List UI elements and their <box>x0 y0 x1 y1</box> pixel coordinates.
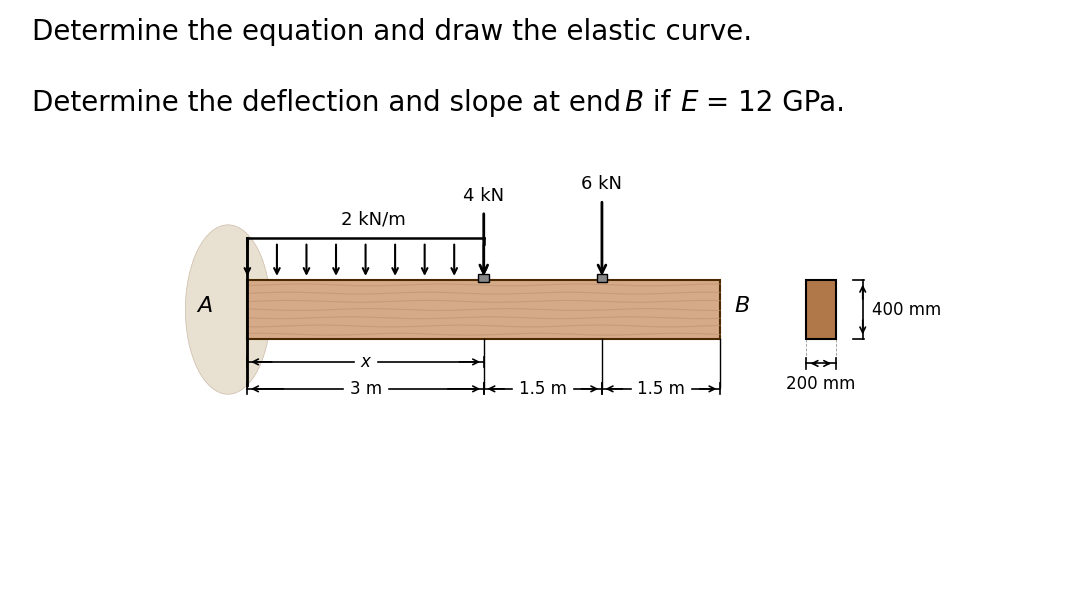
Bar <box>247 280 720 339</box>
Text: B: B <box>734 296 750 315</box>
Text: 2 kN/m: 2 kN/m <box>341 211 406 229</box>
Text: A: A <box>198 296 213 315</box>
Text: x: x <box>361 353 370 371</box>
Ellipse shape <box>186 225 271 394</box>
Text: 400 mm: 400 mm <box>872 301 942 318</box>
Text: = 12 GPa.: = 12 GPa. <box>697 89 845 117</box>
Bar <box>478 274 489 282</box>
Bar <box>596 274 607 282</box>
Text: if: if <box>644 89 679 117</box>
Text: 200 mm: 200 mm <box>786 375 855 393</box>
Bar <box>806 280 836 339</box>
Text: 6 kN: 6 kN <box>581 176 622 193</box>
Text: 4 kN: 4 kN <box>463 187 504 205</box>
Text: Determine the equation and draw the elastic curve.: Determine the equation and draw the elas… <box>32 18 753 46</box>
Text: 1.5 m: 1.5 m <box>518 380 567 398</box>
Text: E: E <box>680 89 698 117</box>
Text: B: B <box>624 89 644 117</box>
Text: 1.5 m: 1.5 m <box>637 380 685 398</box>
Text: 3 m: 3 m <box>350 380 381 398</box>
Text: Determine the deflection and slope at end: Determine the deflection and slope at en… <box>32 89 631 117</box>
